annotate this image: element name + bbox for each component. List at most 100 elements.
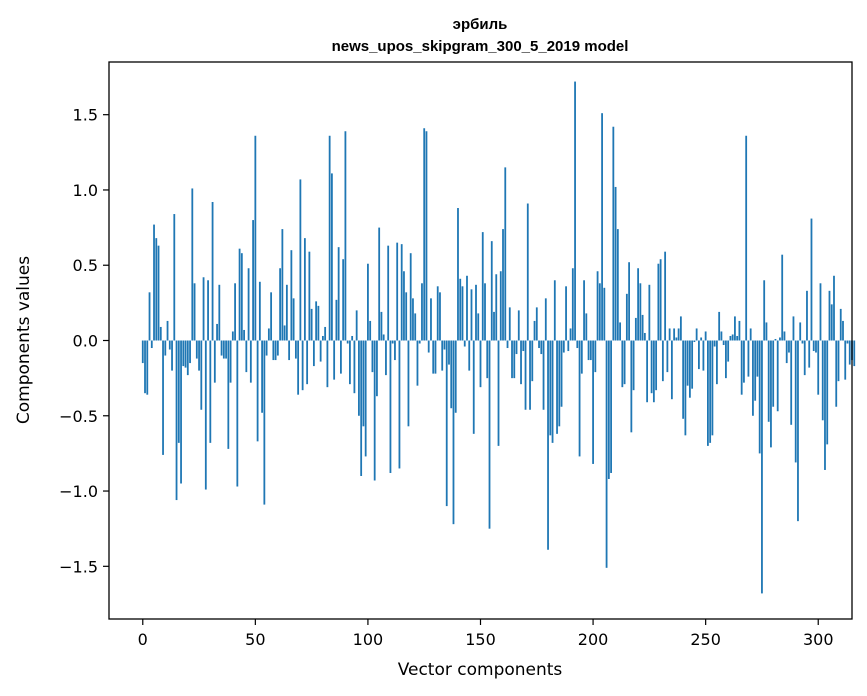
bar [731,334,734,341]
bar [283,325,286,341]
bar [405,292,408,341]
bar [560,340,563,407]
y-axis-ticks: −1.5 −1.0 −0.5 0.0 0.5 1.0 1.5 [59,106,109,576]
bar [576,340,579,349]
bar [504,167,507,341]
bar [403,271,405,341]
bar [216,323,218,341]
bar [803,340,806,376]
bar [342,259,345,341]
bar [355,310,358,341]
bar [605,340,608,568]
bar [297,340,300,395]
bar [594,340,597,373]
bar [144,340,146,394]
bar [533,320,536,341]
bar [700,337,703,341]
bar [204,340,207,490]
bar [249,340,252,383]
bar [758,340,761,454]
bar [718,311,721,341]
bar [477,313,480,341]
bar [141,340,144,364]
bar [376,340,378,397]
bar [670,340,673,400]
bar [193,283,196,341]
bar [470,289,473,341]
bar [247,268,250,341]
bar [389,340,392,473]
bar [285,284,288,341]
bar [409,253,412,341]
bar [189,340,191,364]
chart-subtitle: news_upos_skipgram_300_5_2019 model [332,38,629,55]
bar [571,268,574,341]
bar [643,332,646,341]
bar [301,340,304,391]
bar [490,241,493,341]
bar [439,292,441,341]
bar [632,340,635,391]
x-tick-label: 50 [245,630,265,649]
x-axis-ticks: 0 50 100 150 200 250 300 [138,619,834,649]
bar [686,340,689,386]
bar [675,337,678,341]
bar [668,328,671,341]
bar [693,340,696,343]
bar [720,331,723,341]
bar [729,335,732,341]
bar [364,340,367,457]
bar [265,340,268,356]
bar [770,340,772,448]
bar [218,284,221,341]
bar [578,340,581,457]
bar [337,247,340,341]
bar [711,340,714,436]
bar [749,328,752,341]
bar [220,340,223,356]
bar [779,337,781,341]
bar [299,179,302,341]
x-tick-label: 150 [465,630,496,649]
bar [281,229,284,341]
bar [587,340,590,361]
bar [567,340,570,352]
bar [416,340,419,386]
bar [558,340,561,427]
bar [691,340,694,389]
bar [421,283,423,341]
bar [828,290,831,341]
bar [468,340,471,371]
bar [499,271,502,341]
bar [168,340,171,350]
bar [472,340,475,434]
bar [362,340,365,427]
bar [430,298,432,341]
bar [245,340,248,373]
bar [227,340,230,449]
bar [542,340,545,410]
bar [531,340,534,382]
bar [634,317,637,341]
bar [279,268,282,341]
x-axis-label: Vector components [398,660,563,680]
bar [315,301,318,341]
plot-frame [108,61,853,620]
bar [398,340,401,469]
bar [256,340,259,442]
bar [333,340,336,380]
bar [740,340,743,395]
bar [551,340,554,443]
bar [529,340,531,410]
bar [294,340,297,359]
bar [639,283,642,341]
bars-group [141,81,856,594]
bar [707,340,709,446]
bar [776,340,779,412]
bar [493,311,495,341]
bar [664,251,667,341]
bar [195,340,198,359]
bar [326,340,329,388]
bar [756,340,759,377]
bar [848,340,851,365]
